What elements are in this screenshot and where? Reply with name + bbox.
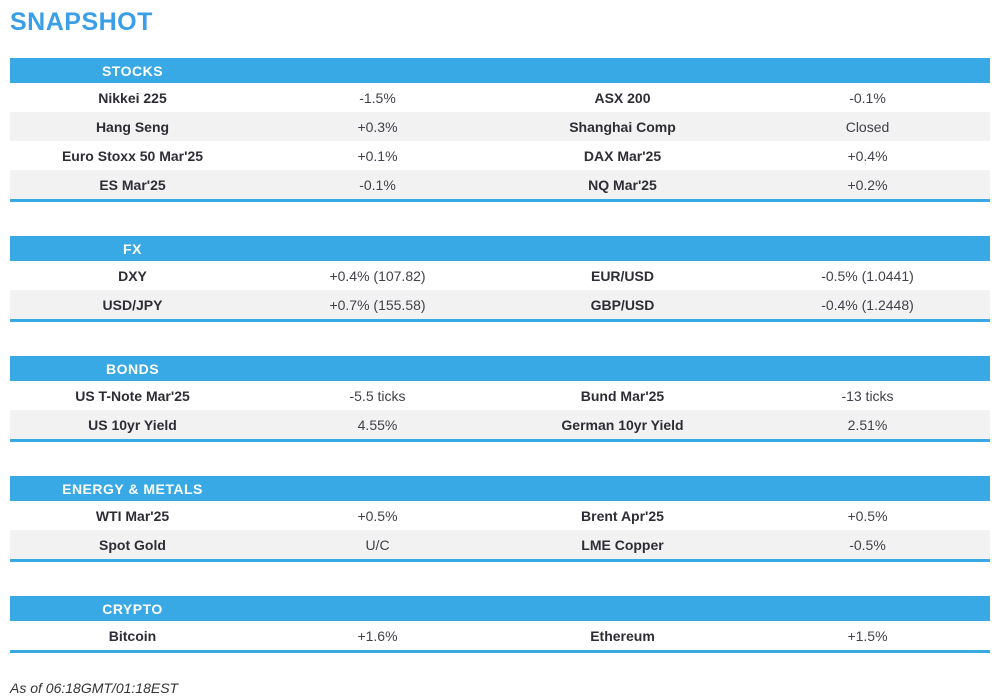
- table-row: US 10yr Yield 4.55% German 10yr Yield 2.…: [10, 410, 990, 439]
- section-header-crypto: CRYPTO: [10, 596, 990, 621]
- section-title: ENERGY & METALS: [62, 480, 203, 497]
- instrument-label: ES Mar'25: [99, 176, 166, 193]
- table-row: Hang Seng +0.3% Shanghai Comp Closed: [10, 112, 990, 141]
- instrument-label: Ethereum: [590, 627, 655, 644]
- table-row: WTI Mar'25 +0.5% Brent Apr'25 +0.5%: [10, 501, 990, 530]
- table-row: Bitcoin +1.6% Ethereum +1.5%: [10, 621, 990, 650]
- instrument-value: -1.5%: [359, 89, 396, 106]
- instrument-value: +1.6%: [357, 627, 398, 644]
- footer-timestamp: As of 06:18GMT/01:18EST: [10, 680, 179, 696]
- section-header-bonds: BONDS: [10, 356, 990, 381]
- instrument-value: +0.4% (107.82): [329, 267, 426, 284]
- section-fx: FX DXY +0.4% (107.82) EUR/USD -0.5% (1.0…: [10, 236, 990, 322]
- table-row: ES Mar'25 -0.1% NQ Mar'25 +0.2%: [10, 170, 990, 199]
- section-title: CRYPTO: [102, 600, 163, 617]
- section-rows: DXY +0.4% (107.82) EUR/USD -0.5% (1.0441…: [10, 261, 990, 319]
- instrument-value: 2.51%: [847, 416, 888, 433]
- section-rows: Nikkei 225 -1.5% ASX 200 -0.1% Hang Seng…: [10, 83, 990, 199]
- instrument-label: LME Copper: [581, 536, 664, 553]
- instrument-label: DAX Mar'25: [583, 147, 662, 164]
- instrument-value: -0.4% (1.2448): [821, 296, 914, 313]
- instrument-value: -13 ticks: [841, 387, 894, 404]
- instrument-value: -5.5 ticks: [349, 387, 406, 404]
- instrument-value: U/C: [365, 536, 390, 553]
- page-title: SNAPSHOT: [10, 8, 153, 36]
- instrument-label: ASX 200: [594, 89, 651, 106]
- table-row: Spot Gold U/C LME Copper -0.5%: [10, 530, 990, 559]
- section-title: STOCKS: [101, 62, 164, 79]
- instrument-label: Hang Seng: [95, 118, 170, 135]
- table-row: USD/JPY +0.7% (155.58) GBP/USD -0.4% (1.…: [10, 290, 990, 319]
- section-crypto: CRYPTO Bitcoin +1.6% Ethereum +1.5%: [10, 596, 990, 653]
- instrument-label: DXY: [118, 267, 147, 284]
- instrument-value: +0.4%: [847, 147, 888, 164]
- section-header-fx: FX: [10, 236, 990, 261]
- instrument-value: +1.5%: [847, 627, 888, 644]
- instrument-value: +0.5%: [847, 507, 888, 524]
- section-stocks: STOCKS Nikkei 225 -1.5% ASX 200 -0.1% Ha…: [10, 58, 990, 202]
- section-rows: WTI Mar'25 +0.5% Brent Apr'25 +0.5% Spot…: [10, 501, 990, 559]
- instrument-label: US T-Note Mar'25: [75, 387, 190, 404]
- instrument-value: +0.3%: [357, 118, 398, 135]
- instrument-value: +0.7% (155.58): [329, 296, 426, 313]
- section-energy-metals: ENERGY & METALS WTI Mar'25 +0.5% Brent A…: [10, 476, 990, 562]
- instrument-label: Brent Apr'25: [581, 507, 664, 524]
- instrument-value: +0.2%: [847, 176, 888, 193]
- instrument-label: GBP/USD: [590, 296, 655, 313]
- snapshot-table: STOCKS Nikkei 225 -1.5% ASX 200 -0.1% Ha…: [10, 58, 990, 653]
- table-row: Nikkei 225 -1.5% ASX 200 -0.1%: [10, 83, 990, 112]
- instrument-label: US 10yr Yield: [88, 416, 177, 433]
- instrument-label: NQ Mar'25: [588, 176, 657, 193]
- instrument-value: +0.1%: [357, 147, 398, 164]
- section-title: FX: [123, 240, 142, 257]
- section-bonds: BONDS US T-Note Mar'25 -5.5 ticks Bund M…: [10, 356, 990, 442]
- instrument-label: Bitcoin: [108, 627, 157, 644]
- instrument-value: -0.1%: [849, 89, 886, 106]
- instrument-label: Nikkei 225: [98, 89, 167, 106]
- instrument-value: 4.55%: [357, 416, 398, 433]
- instrument-label: Euro Stoxx 50 Mar'25: [61, 147, 204, 164]
- section-rows: US T-Note Mar'25 -5.5 ticks Bund Mar'25 …: [10, 381, 990, 439]
- instrument-label: USD/JPY: [102, 296, 163, 313]
- section-rows: Bitcoin +1.6% Ethereum +1.5%: [10, 621, 990, 650]
- instrument-label: WTI Mar'25: [95, 507, 170, 524]
- table-row: DXY +0.4% (107.82) EUR/USD -0.5% (1.0441…: [10, 261, 990, 290]
- section-header-stocks: STOCKS: [10, 58, 990, 83]
- instrument-label: Shanghai Comp: [569, 118, 676, 135]
- table-row: Euro Stoxx 50 Mar'25 +0.1% DAX Mar'25 +0…: [10, 141, 990, 170]
- instrument-value: +0.5%: [357, 507, 398, 524]
- instrument-value: -0.1%: [359, 176, 396, 193]
- instrument-label: Bund Mar'25: [580, 387, 665, 404]
- section-header-energy-metals: ENERGY & METALS: [10, 476, 990, 501]
- instrument-value: Closed: [845, 118, 890, 135]
- instrument-value: -0.5%: [849, 536, 886, 553]
- instrument-label: Spot Gold: [99, 536, 166, 553]
- instrument-value: -0.5% (1.0441): [821, 267, 914, 284]
- instrument-label: EUR/USD: [590, 267, 654, 284]
- instrument-label: German 10yr Yield: [561, 416, 684, 433]
- section-title: BONDS: [105, 360, 160, 377]
- table-row: US T-Note Mar'25 -5.5 ticks Bund Mar'25 …: [10, 381, 990, 410]
